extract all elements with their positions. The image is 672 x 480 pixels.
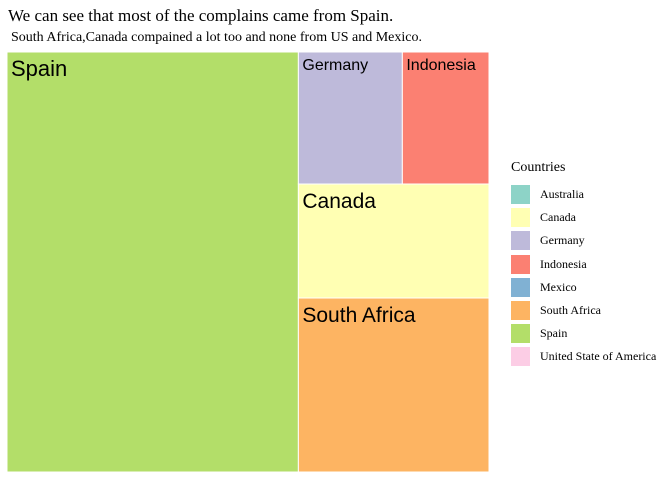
tile-canada: [297, 183, 490, 299]
chart-title: We can see that most of the complains ca…: [8, 6, 394, 25]
legend-label: Indonesia: [540, 256, 587, 271]
legend-swatch: [511, 185, 530, 205]
tile-label-germany: Germany: [302, 57, 368, 74]
chart-subtitle: South Africa,Canada compained a lot too …: [11, 30, 422, 45]
legend-label: Australia: [540, 187, 584, 202]
legend-label: United State of America: [540, 349, 657, 364]
legend-title: Countries: [511, 160, 566, 175]
legend-item: Mexico: [511, 276, 656, 299]
legend-item: Spain: [511, 322, 656, 345]
legend-label: Canada: [540, 210, 576, 225]
tile-indonesia: [401, 51, 490, 185]
legend-item: Australia: [511, 183, 656, 206]
legend-swatch: [511, 277, 530, 297]
tile-label-canada: Canada: [302, 190, 376, 213]
legend-item: Canada: [511, 206, 656, 229]
legend-swatch: [511, 231, 530, 251]
legend-swatch: [511, 324, 530, 344]
tile-label-spain: Spain: [11, 56, 67, 81]
tile-germany: [297, 51, 403, 185]
legend-item: Germany: [511, 229, 656, 252]
legend: Countries Australia Canada Germany Indonesi…: [511, 160, 656, 369]
legend-swatch: [511, 347, 530, 367]
legend-swatch: [511, 254, 530, 274]
legend-item: Indonesia: [511, 253, 656, 276]
legend-label: South Africa: [540, 303, 601, 318]
legend-item: United State of America: [511, 345, 656, 368]
tile-label-indonesia: Indonesia: [406, 57, 475, 74]
tile-spain: [6, 51, 299, 473]
legend-item: South Africa: [511, 299, 656, 322]
tile-south-africa: [297, 297, 490, 473]
legend-label: Germany: [540, 233, 585, 248]
legend-swatch: [511, 208, 530, 228]
legend-label: Spain: [540, 326, 568, 341]
legend-label: Mexico: [540, 279, 577, 294]
tile-label-south-africa: South Africa: [302, 304, 416, 327]
legend-swatch: [511, 301, 530, 321]
legend-items: Australia Canada Germany Indonesia Mexico Sou…: [511, 183, 656, 369]
